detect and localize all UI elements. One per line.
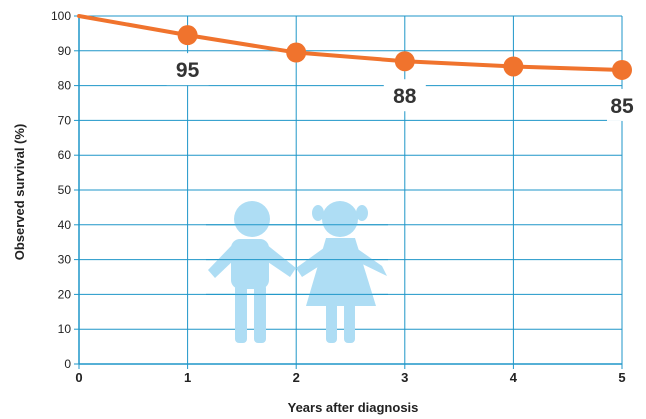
data-label-3: 88 <box>393 85 417 108</box>
x-tick-label-5: 5 <box>618 370 625 385</box>
grid-overlay <box>206 224 388 295</box>
x-axis-title: Years after diagnosis <box>288 400 419 415</box>
series-survival <box>77 14 632 80</box>
y-tick-label-70: 70 <box>58 113 72 127</box>
data-point-1 <box>177 25 198 46</box>
y-tick-label-60: 60 <box>58 148 72 162</box>
data-labels: 95 88 85 <box>166 53 641 121</box>
data-label-1: 95 <box>176 59 200 82</box>
y-tick-label-100: 100 <box>51 9 71 23</box>
y-tick-label-80: 80 <box>58 79 72 93</box>
axes: 0 10 20 30 40 50 60 70 80 90 100 0 1 2 3 4 5 <box>51 9 626 385</box>
x-tick-label-1: 1 <box>184 370 191 385</box>
y-tick-label-30: 30 <box>58 253 72 267</box>
data-point-4 <box>503 56 524 77</box>
data-label-bg-5 <box>607 88 641 121</box>
data-label-bg-3 <box>383 79 426 112</box>
data-label-bg-1 <box>166 53 209 86</box>
y-tick-label-20: 20 <box>58 287 72 301</box>
y-tick-label-40: 40 <box>58 218 72 232</box>
series-line <box>77 14 624 72</box>
x-tick-label-4: 4 <box>510 370 518 385</box>
x-tick-label-0: 0 <box>75 370 82 385</box>
y-tick-label-90: 90 <box>58 44 72 58</box>
data-label-5: 85 <box>610 95 634 118</box>
data-point-3 <box>394 51 415 72</box>
y-tick-label-50: 50 <box>58 183 72 197</box>
y-tick-label-10: 10 <box>58 322 72 336</box>
x-tick-label-2: 2 <box>293 370 300 385</box>
y-tick-label-0: 0 <box>64 357 71 371</box>
data-point-2 <box>286 42 307 63</box>
data-point-5 <box>612 59 632 80</box>
children-holding-hands-icon <box>208 201 387 343</box>
x-tick-label-3: 3 <box>401 370 408 385</box>
y-axis-title: Observed survival (%) <box>12 124 27 261</box>
